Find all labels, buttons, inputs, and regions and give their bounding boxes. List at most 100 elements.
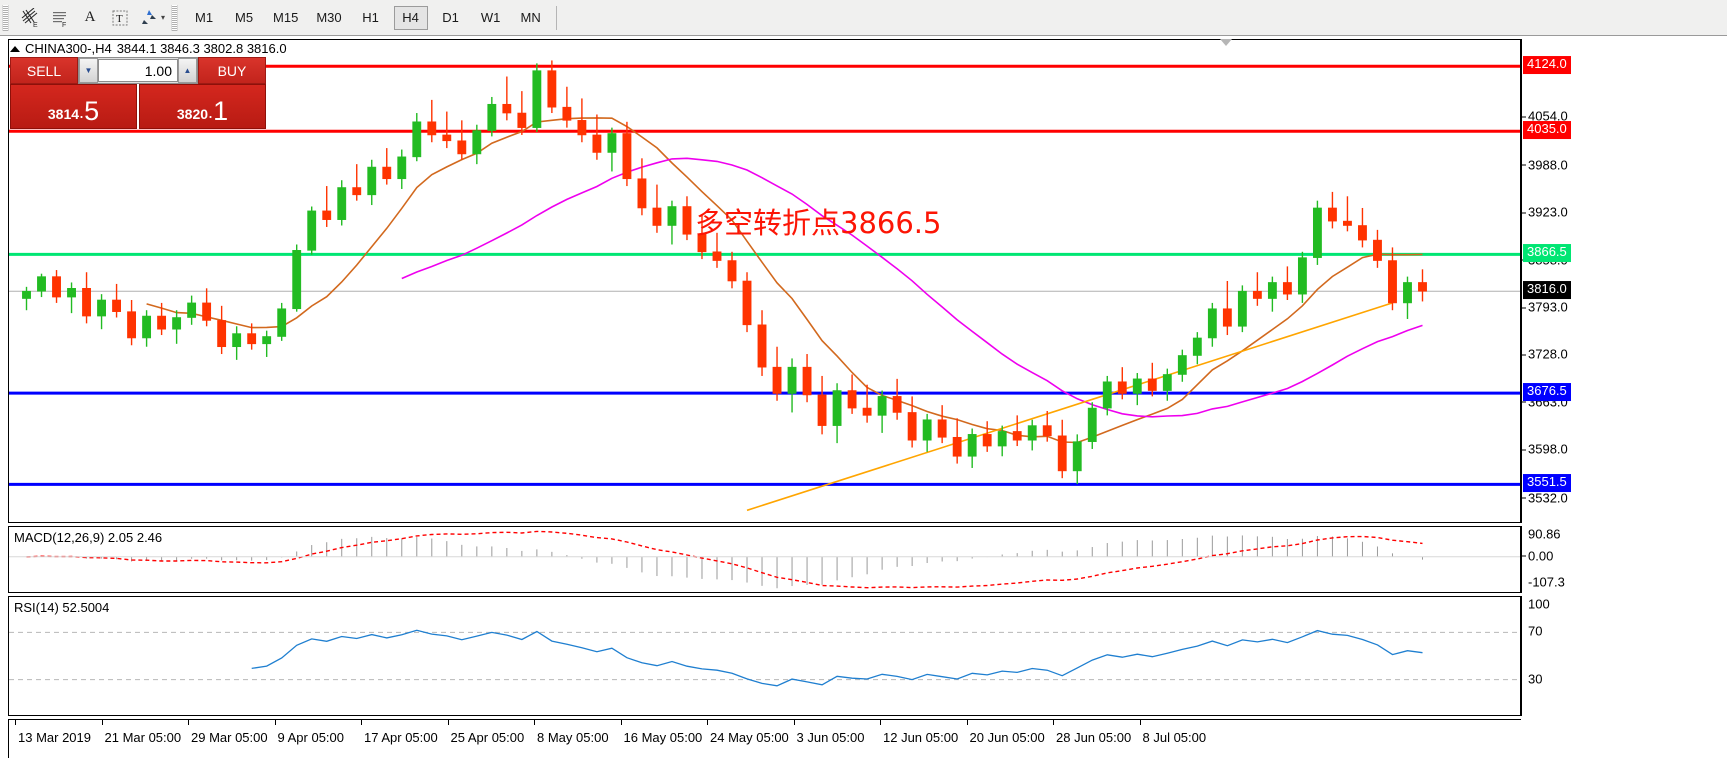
price-axis-tag: 3866.5 [1523,244,1571,263]
price-chart-panel[interactable] [8,39,1521,523]
price-axis-tick: 3728.0 [1522,346,1568,362]
time-axis-tick [15,720,16,725]
time-axis-tick [966,720,968,725]
svg-text:F: F [62,22,66,28]
time-axis-label: 24 May 05:00 [710,730,789,745]
timeframe-group-handle[interactable] [171,4,179,31]
chart-toolbar: E F A T [0,0,1727,36]
sell-price-button[interactable]: 3814. 5 [10,84,137,129]
sell-label[interactable]: SELL [10,57,78,84]
timeframe-m5[interactable]: M5 [234,10,254,25]
text-tool-icon[interactable]: A [84,9,96,25]
price-axis-tick: 3598.0 [1522,441,1568,457]
macd-axis-tick: 90.86 [1528,526,1561,542]
buy-price-button[interactable]: 3820. 1 [139,84,266,129]
time-axis-label: 3 Jun 05:00 [796,730,865,745]
macd-axis: 90.86 0.00 -107.3 [1521,526,1727,593]
time-axis-tick [274,720,276,725]
timeframe-m1[interactable]: M1 [194,10,214,25]
price-axis-tick: 3532.0 [1522,490,1568,506]
macd-axis-tick: 0.00 [1521,548,1554,564]
volume-decrement-button[interactable]: ▼ [79,58,98,83]
timeframe-mn[interactable]: MN [520,10,541,25]
price-axis[interactable]: 4124.0 4035.0 3866.5 3816.0 3676.5 3551.5 4054… [1521,39,1727,523]
time-axis-label: 29 Mar 05:00 [191,730,268,745]
rsi-axis-tick: 30 [1528,671,1543,687]
time-axis-tick [1139,720,1141,725]
fibo-tool-icon[interactable]: E [15,4,45,32]
rsi-axis: 100 70 30 [1521,596,1727,716]
price-axis-tick: 3988.0 [1522,157,1568,173]
time-axis-tick [188,720,189,725]
price-axis-tag: 3551.5 [1523,474,1571,493]
time-axis-tick [793,720,795,725]
time-axis-tick [1053,720,1054,725]
toolbar-separator [555,5,557,30]
time-axis-label: 21 Mar 05:00 [104,730,182,745]
time-axis-tick [101,720,103,725]
timeframe-m15[interactable]: M15 [273,10,299,25]
time-axis-label: 28 Jun 05:00 [1056,730,1132,745]
time-axis-label: 8 May 05:00 [537,730,609,745]
timeframe-h4[interactable]: H4 [393,5,428,30]
price-axis-tag: 3676.5 [1523,383,1571,402]
trade-panel-price-row: 3814. 5 3820. 1 [10,84,266,129]
time-axis-label: 16 May 05:00 [623,730,703,745]
objects-tool-icon[interactable] [135,4,165,32]
volume-field-wrapper[interactable]: ▼ 1.00 ▲ [78,57,198,84]
svg-text:T: T [116,13,123,25]
timeframe-d1[interactable]: D1 [442,10,459,25]
time-axis-tick [361,720,362,725]
svg-text:E: E [33,22,38,28]
time-axis-label: 17 Apr 05:00 [364,730,438,745]
time-axis-tick [880,720,881,725]
volume-increment-button[interactable]: ▲ [178,58,197,83]
rsi-panel[interactable]: RSI(14) 52.5004 [8,596,1521,716]
buy-price-dot: . [208,101,214,122]
sell-price-dot: . [79,101,85,122]
time-axis-label: 12 Jun 05:00 [883,730,959,745]
timeframe-h1[interactable]: H1 [362,10,379,25]
panel-collapse-icon[interactable] [10,45,20,52]
time-axis-label: 13 Mar 2019 [18,730,91,745]
trade-panel-top-row: SELL ▼ 1.00 ▲ BUY [10,57,266,84]
time-axis-tick [620,720,622,725]
macd-canvas [9,530,1520,589]
timeframe-m30[interactable]: M30 [316,10,342,25]
rsi-axis-tick: 70 [1528,623,1543,639]
timeframe-w1[interactable]: W1 [480,10,501,25]
price-axis-tick: 3923.0 [1522,204,1568,220]
grid-tool-icon[interactable]: F [45,4,75,32]
chart-annotation-text: 多空转折点3866.5 [695,206,942,240]
rsi-label: RSI(14) 52.5004 [14,600,110,615]
macd-axis-tick: -107.3 [1528,574,1565,590]
text-label-tool-icon[interactable]: T [105,4,135,32]
volume-input[interactable]: 1.00 [98,59,178,82]
symbol-name: CHINA300-,H4 [25,41,112,56]
time-axis-label: 8 Jul 05:00 [1142,730,1207,745]
buy-label[interactable]: BUY [198,57,266,84]
time-axis-tick [707,720,708,725]
chart-area: CHINA300-,H4 3844.1 3846.3 3802.8 3816.0… [0,37,1727,758]
chart-shift-marker-icon[interactable] [1220,39,1232,46]
price-chart-canvas [9,60,1520,512]
macd-label: MACD(12,26,9) 2.05 2.46 [14,530,163,545]
one-click-trading-panel[interactable]: SELL ▼ 1.00 ▲ BUY 3814. 5 3820. 1 [10,57,266,129]
price-axis-tag: 4124.0 [1523,56,1571,75]
price-axis-tag: 4035.0 [1523,121,1571,140]
buy-price-integer: 3820 [176,105,209,122]
buy-price-fraction: 1 [213,96,229,127]
toolbar-drag-handle[interactable] [2,4,9,31]
time-axis[interactable]: 13 Mar 2019 21 Mar 05:00 29 Mar 05:00 9 Apr… [8,719,1521,758]
macd-panel[interactable]: MACD(12,26,9) 2.05 2.46 [8,526,1521,593]
sell-price-fraction: 5 [84,96,100,127]
price-axis-tag: 3816.0 [1523,281,1571,300]
time-axis-tick [447,720,449,725]
time-axis-label: 25 Apr 05:00 [450,730,525,745]
symbol-ohlc: 3844.1 3846.3 3802.8 3816.0 [116,41,287,56]
rsi-axis-tick: 100 [1528,596,1550,612]
objects-dropdown-caret-icon[interactable]: ▾ [161,13,166,22]
time-axis-tick [534,720,535,725]
time-axis-label: 20 Jun 05:00 [969,730,1045,745]
